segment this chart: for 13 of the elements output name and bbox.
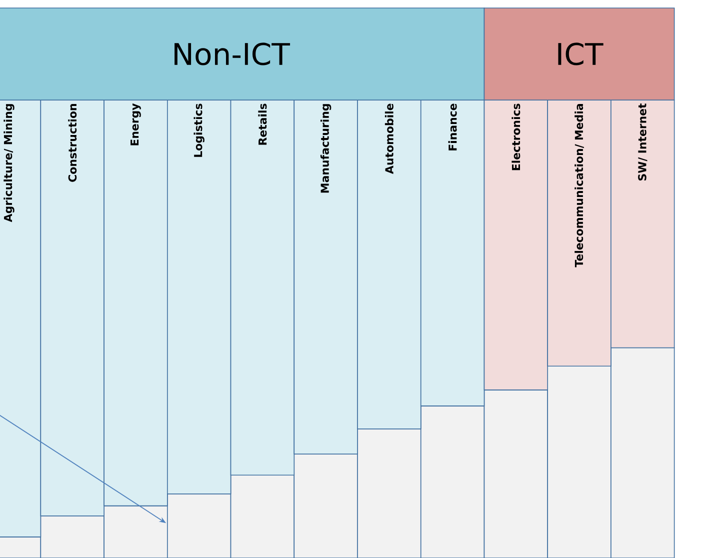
x-tick-label: SW/ Internet	[638, 103, 648, 180]
text: Non-ICT	[174, 42, 290, 66]
text: ICT	[558, 42, 604, 66]
x-tick-label: Electronics	[512, 104, 520, 170]
x-tick-label: Construction	[68, 104, 77, 182]
x-tick-label: Telecommunication/ Media	[574, 104, 584, 268]
x-tick-label: Energy	[130, 103, 141, 146]
x-tick-label: Manufacturing	[320, 104, 332, 193]
x-tick-label: Logistics	[194, 104, 204, 157]
x-tick-label: Retails	[258, 104, 267, 145]
x-tick-label: Finance	[448, 104, 457, 150]
x-tick-label: Agriculture/ Mining	[4, 104, 14, 222]
x-tick-label: Automobile	[384, 104, 394, 174]
